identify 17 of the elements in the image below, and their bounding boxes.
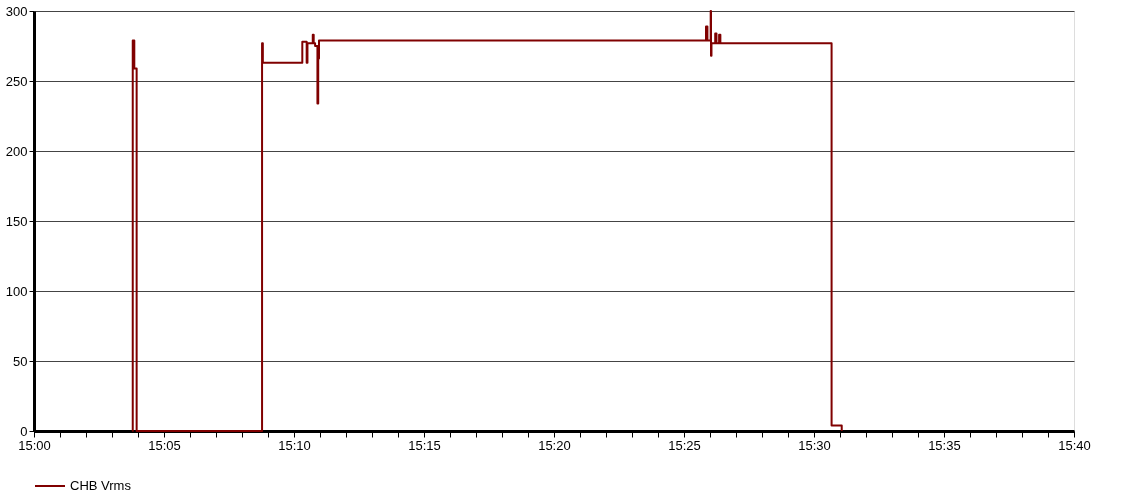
x-tick-label: 15:35 bbox=[928, 437, 961, 453]
y-tick-label: 150 bbox=[5, 213, 28, 229]
x-tick-label: 15:25 bbox=[668, 437, 701, 453]
x-tick-label: 15:10 bbox=[278, 437, 311, 453]
y-tick-label: 250 bbox=[5, 73, 28, 89]
x-tick-label: 15:20 bbox=[538, 437, 571, 453]
y-tick-label: 200 bbox=[5, 143, 28, 159]
x-tick-label: 15:05 bbox=[148, 437, 181, 453]
x-tick-label: 15:30 bbox=[798, 437, 831, 453]
y-tick-label: 300 bbox=[5, 3, 28, 19]
x-tick-label: 15:40 bbox=[1058, 437, 1091, 453]
x-tick-label: 15:00 bbox=[18, 437, 51, 453]
y-tick-label: 50 bbox=[13, 353, 28, 369]
x-tick-label: 15:15 bbox=[408, 437, 441, 453]
y-tick-label: 100 bbox=[5, 283, 28, 299]
y-tick-label: 0 bbox=[20, 423, 28, 439]
legend-label: CHB Vrms bbox=[70, 478, 132, 493]
